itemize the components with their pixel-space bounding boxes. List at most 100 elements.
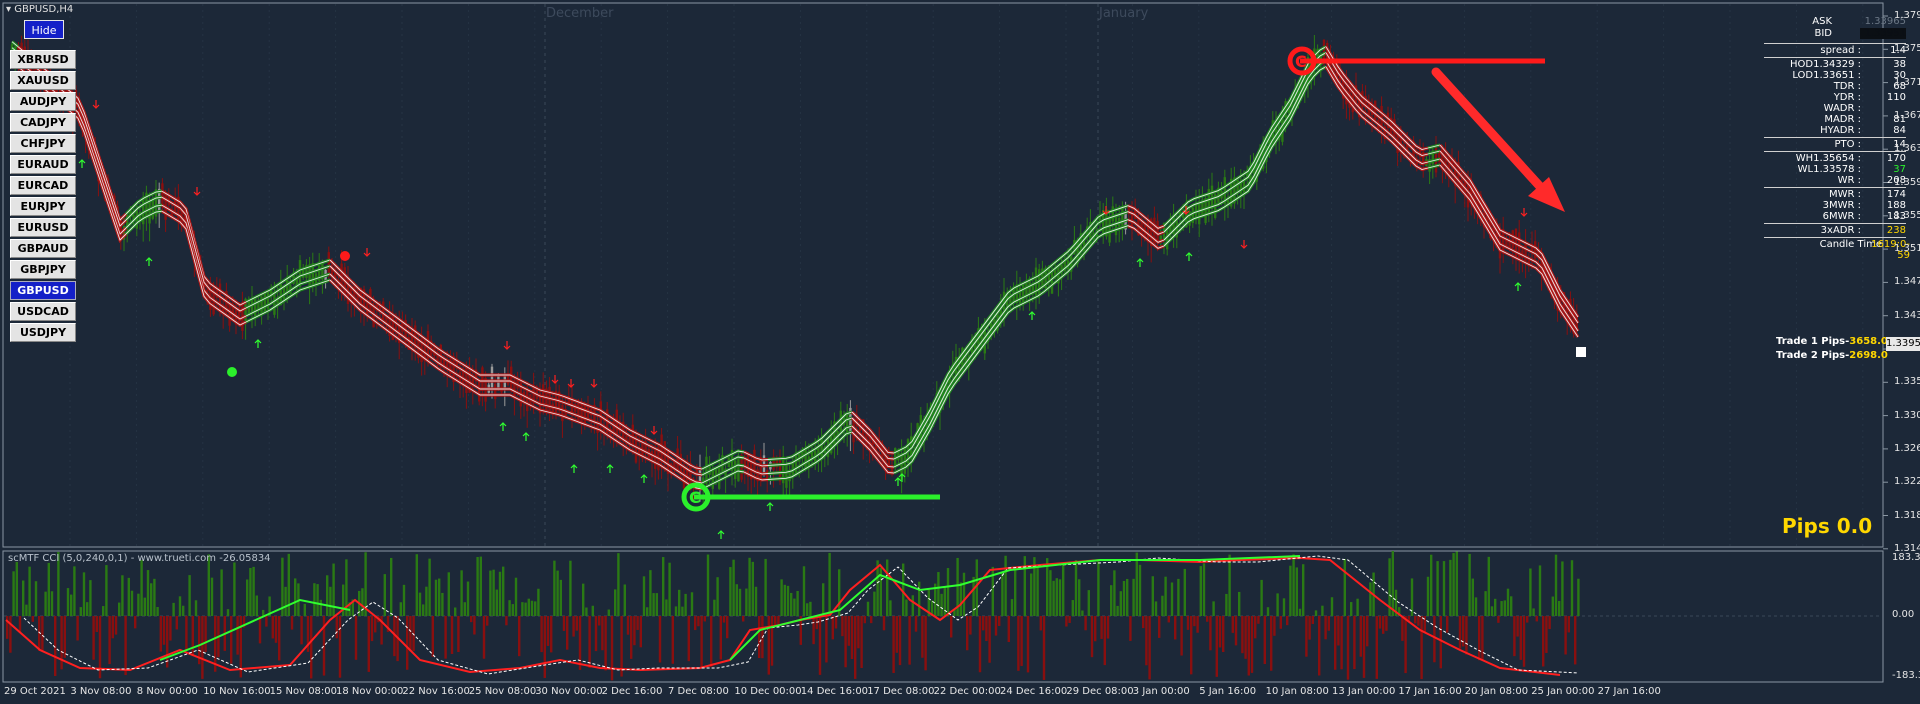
candle-body <box>1191 207 1194 224</box>
indicator-bar <box>1164 576 1167 616</box>
indicator-title: scMTF CCI (5,0,240,0,1) - www.trueti.com… <box>8 553 271 564</box>
ma-band-inner <box>1127 205 1165 229</box>
indicator-frame <box>2 550 1884 683</box>
down-arrow-icon <box>363 248 371 257</box>
indicator-bar <box>12 571 15 616</box>
indicator-bar <box>642 576 646 616</box>
indicator-bar <box>1542 616 1545 667</box>
indicator-bar <box>287 553 290 616</box>
indicator-bar <box>1407 616 1410 623</box>
candle-body <box>580 401 583 425</box>
candle-body <box>295 276 298 288</box>
time-tick: 14 Dec 16:00 <box>800 686 869 697</box>
candle-body <box>1374 100 1377 121</box>
info-row: WR : 208 <box>1764 175 1906 186</box>
indicator-bar <box>1276 593 1279 616</box>
candle-body <box>481 367 484 391</box>
symbol-button-usdjpy[interactable]: USDJPY <box>10 323 76 342</box>
indicator-bar <box>108 616 111 665</box>
indicator-bar <box>1330 597 1334 616</box>
indicator-bar <box>1279 616 1282 629</box>
symbol-button-gbpusd[interactable]: GBPUSD <box>10 281 76 300</box>
candle-body <box>1508 239 1511 249</box>
hide-button[interactable]: Hide <box>24 20 64 39</box>
ma-band-inner <box>893 225 1129 474</box>
indicator-bar <box>354 616 358 660</box>
indicator-bar <box>1423 616 1426 634</box>
candle-body <box>1201 199 1204 216</box>
symbol-button-euraud[interactable]: EURAUD <box>10 155 76 174</box>
indicator-bar <box>716 577 719 616</box>
ma-band-inner <box>245 279 331 323</box>
candle-body <box>1114 215 1118 236</box>
up-arrow-icon <box>522 432 530 441</box>
indicator-bar <box>1135 552 1138 616</box>
indicator-bar <box>748 557 751 616</box>
indicator-bar <box>850 616 854 660</box>
symbol-button-gbpaud[interactable]: GBPAUD <box>10 239 76 258</box>
symbol-button-gbpjpy[interactable]: GBPJPY <box>10 260 76 279</box>
symbol-button-xbrusd[interactable]: XBRUSD <box>10 50 76 69</box>
down-arrow-icon <box>567 379 575 388</box>
indicator-bar <box>838 569 841 616</box>
indicator-bar <box>649 570 652 616</box>
candle-body <box>1537 249 1540 258</box>
indicator-bar <box>118 602 121 616</box>
indicator-bar <box>415 554 418 616</box>
price-tick: 1.33500 <box>1894 376 1920 388</box>
indicator-bar <box>1158 616 1161 638</box>
indicator-bar <box>31 616 34 622</box>
candle-body <box>625 435 628 444</box>
indicator-bar <box>1490 606 1494 616</box>
candle-body <box>1031 285 1034 295</box>
symbol-button-eurcad[interactable]: EURCAD <box>10 176 76 195</box>
time-tick: 22 Dec 00:00 <box>933 686 1001 697</box>
indicator-bar <box>1353 616 1356 670</box>
indicator-bar <box>185 616 188 651</box>
indicator-bar <box>338 616 342 678</box>
indicator-bar <box>892 616 895 673</box>
indicator-bar <box>431 616 434 657</box>
indicator-bar <box>502 566 505 616</box>
indicator-bar <box>114 616 118 635</box>
indicator-bar <box>191 616 194 657</box>
indicator-bar <box>754 586 758 616</box>
indicator-bar <box>73 566 76 616</box>
symbol-button-eurusd[interactable]: EURUSD <box>10 218 76 237</box>
candle-body <box>577 402 580 421</box>
indicator-bar <box>1516 616 1519 637</box>
time-tick: 10 Nov 16:00 <box>203 686 271 697</box>
candle-body <box>1332 65 1335 74</box>
candle-body <box>542 384 545 406</box>
candle-body <box>740 454 743 480</box>
info-row-value: 38 <box>1893 59 1906 70</box>
info-row: WADR : <box>1764 103 1906 114</box>
symbol-button-audjpy[interactable]: AUDJPY <box>10 92 76 111</box>
candle-body <box>654 450 657 469</box>
indicator-bar <box>703 616 706 622</box>
info-row-value: 174 <box>1886 189 1906 200</box>
menu-triangle-icon[interactable]: ▾ <box>6 4 12 15</box>
indicator-bar <box>684 593 687 616</box>
indicator-bar <box>300 616 303 645</box>
indicator-bar <box>1346 616 1350 680</box>
indicator-bar <box>1420 616 1423 680</box>
indicator-bar <box>1148 616 1151 680</box>
symbol-button-cadjpy[interactable]: CADJPY <box>10 113 76 132</box>
indicator-bar <box>482 616 486 659</box>
indicator-bar <box>969 616 972 635</box>
indicator-bar <box>1484 591 1487 616</box>
symbol-button-xauusd[interactable]: XAUUSD <box>10 71 76 90</box>
down-arrow-icon <box>650 426 658 435</box>
indicator-bar <box>1052 580 1055 616</box>
ma-band-inner <box>125 204 163 229</box>
indicator-bar <box>911 595 914 616</box>
symbol-button-usdcad[interactable]: USDCAD <box>10 302 76 321</box>
symbol-button-eurjpy[interactable]: EURJPY <box>10 197 76 216</box>
symbol-button-chfjpy[interactable]: CHFJPY <box>10 134 76 153</box>
trend-arrow-icon <box>1528 177 1565 212</box>
candle-body <box>1121 208 1124 227</box>
indicator-level: -183.3333 <box>1892 670 1920 681</box>
